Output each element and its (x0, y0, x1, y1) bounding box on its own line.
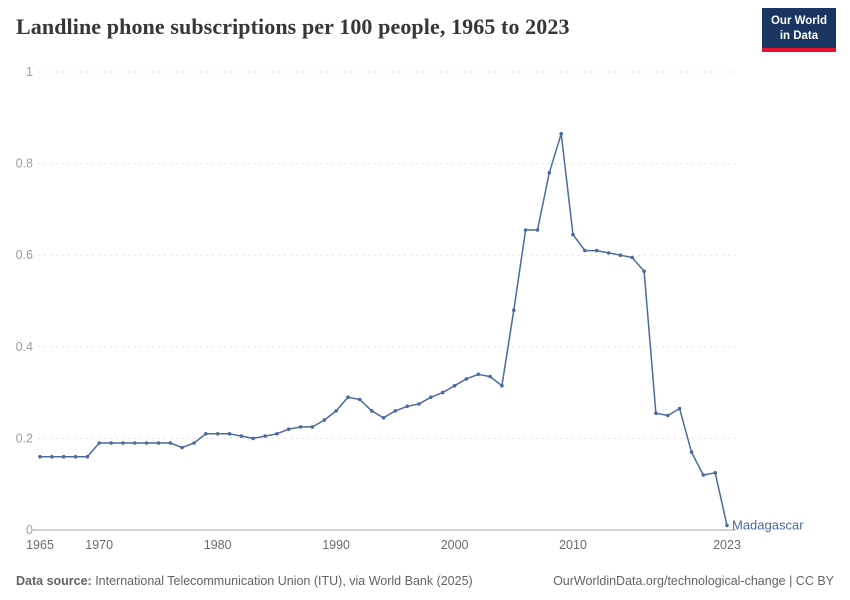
data-point (50, 454, 54, 459)
data-point (85, 454, 90, 459)
data-point (476, 372, 481, 377)
data-point (263, 434, 267, 438)
data-point (97, 441, 101, 445)
data-point (547, 171, 552, 175)
data-point (523, 228, 528, 232)
data-point (606, 251, 611, 255)
data-point (713, 471, 717, 475)
y-tick-label: 0.4 (16, 340, 33, 354)
data-line (40, 133, 728, 526)
data-point (239, 434, 244, 438)
data-point (121, 441, 125, 445)
x-tick-label: 1965 (26, 538, 54, 552)
owid-url-license[interactable]: OurWorldinData.org/technological-change … (553, 574, 834, 588)
data-point (594, 248, 599, 253)
entity-label: Madagascar (732, 517, 804, 532)
chart-title: Landline phone subscriptions per 100 peo… (16, 14, 570, 39)
data-source-label: Data source: (16, 574, 92, 588)
x-tick-label: 2000 (441, 538, 469, 552)
y-tick-label: 1 (26, 65, 33, 79)
data-point (500, 383, 504, 388)
line-chart: 0 0.2 0.4 0.6 0.8 1 1965 1970 1980 1990 2000 2010 20… (16, 65, 805, 552)
data-point (192, 441, 196, 445)
data-point (393, 409, 398, 413)
data-point (571, 232, 575, 237)
data-point (464, 377, 469, 381)
data-point (180, 445, 184, 450)
data-point (310, 425, 315, 429)
data-point (73, 454, 78, 459)
y-tick-label: 0.2 (16, 431, 33, 445)
owid-logo[interactable]: Our World in Data (761, 8, 836, 52)
data-point (583, 248, 587, 253)
data-point (452, 383, 457, 388)
data-point (38, 454, 42, 459)
data-point (677, 406, 682, 411)
data-point (251, 436, 255, 441)
x-tick-label: 2023 (713, 538, 741, 552)
x-tick-label: 1990 (322, 538, 350, 552)
owid-logo-line1: Our World (770, 15, 827, 27)
chart-footer: Data source: International Telecommunica… (0, 562, 850, 600)
data-point (666, 413, 670, 418)
data-point (358, 397, 362, 402)
data-point (168, 441, 173, 445)
data-point (535, 228, 540, 232)
data-point (133, 441, 137, 445)
data-point (654, 411, 658, 416)
data-point (618, 253, 623, 257)
data-point (630, 255, 634, 260)
data-point (701, 473, 706, 477)
data-point (405, 404, 410, 409)
data-point (275, 432, 279, 436)
data-point (346, 395, 350, 400)
data-source-text: International Telecommunication Union (I… (91, 574, 473, 588)
data-point (215, 432, 220, 436)
y-tick-label: 0.8 (16, 157, 33, 171)
data-point (429, 395, 433, 400)
x-tick-label: 2010 (559, 538, 587, 552)
data-point (725, 523, 729, 528)
x-tick-label: 1970 (85, 538, 113, 552)
data-point (298, 425, 303, 429)
data-point (334, 409, 338, 413)
y-tick-label: 0 (26, 523, 33, 537)
data-point (204, 432, 208, 436)
data-point (512, 308, 516, 312)
data-point (689, 450, 694, 454)
data-point (322, 418, 327, 422)
data-point (488, 374, 492, 379)
data-point (61, 454, 66, 459)
data-point (144, 441, 149, 445)
data-point (559, 132, 563, 136)
data-point (381, 416, 386, 420)
y-tick-label: 0.6 (16, 248, 33, 262)
owid-logo-line2: in Data (779, 29, 819, 42)
data-point (109, 441, 113, 445)
data-point (156, 441, 161, 445)
data-point (440, 390, 445, 395)
x-tick-label: 1980 (204, 538, 232, 552)
data-source-note: Data source: International Telecommunica… (16, 574, 473, 588)
data-point (227, 432, 232, 436)
data-point (417, 402, 421, 406)
data-point (286, 427, 291, 432)
data-point (369, 409, 374, 413)
data-point (642, 269, 646, 273)
